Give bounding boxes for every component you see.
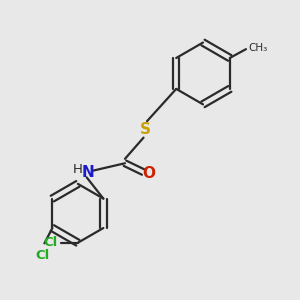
Text: H: H: [72, 163, 82, 176]
Text: N: N: [82, 165, 94, 180]
Text: O: O: [142, 166, 155, 181]
Text: Cl: Cl: [43, 236, 57, 249]
Text: S: S: [140, 122, 151, 137]
Text: CH₃: CH₃: [248, 43, 267, 53]
Text: Cl: Cl: [35, 249, 49, 262]
